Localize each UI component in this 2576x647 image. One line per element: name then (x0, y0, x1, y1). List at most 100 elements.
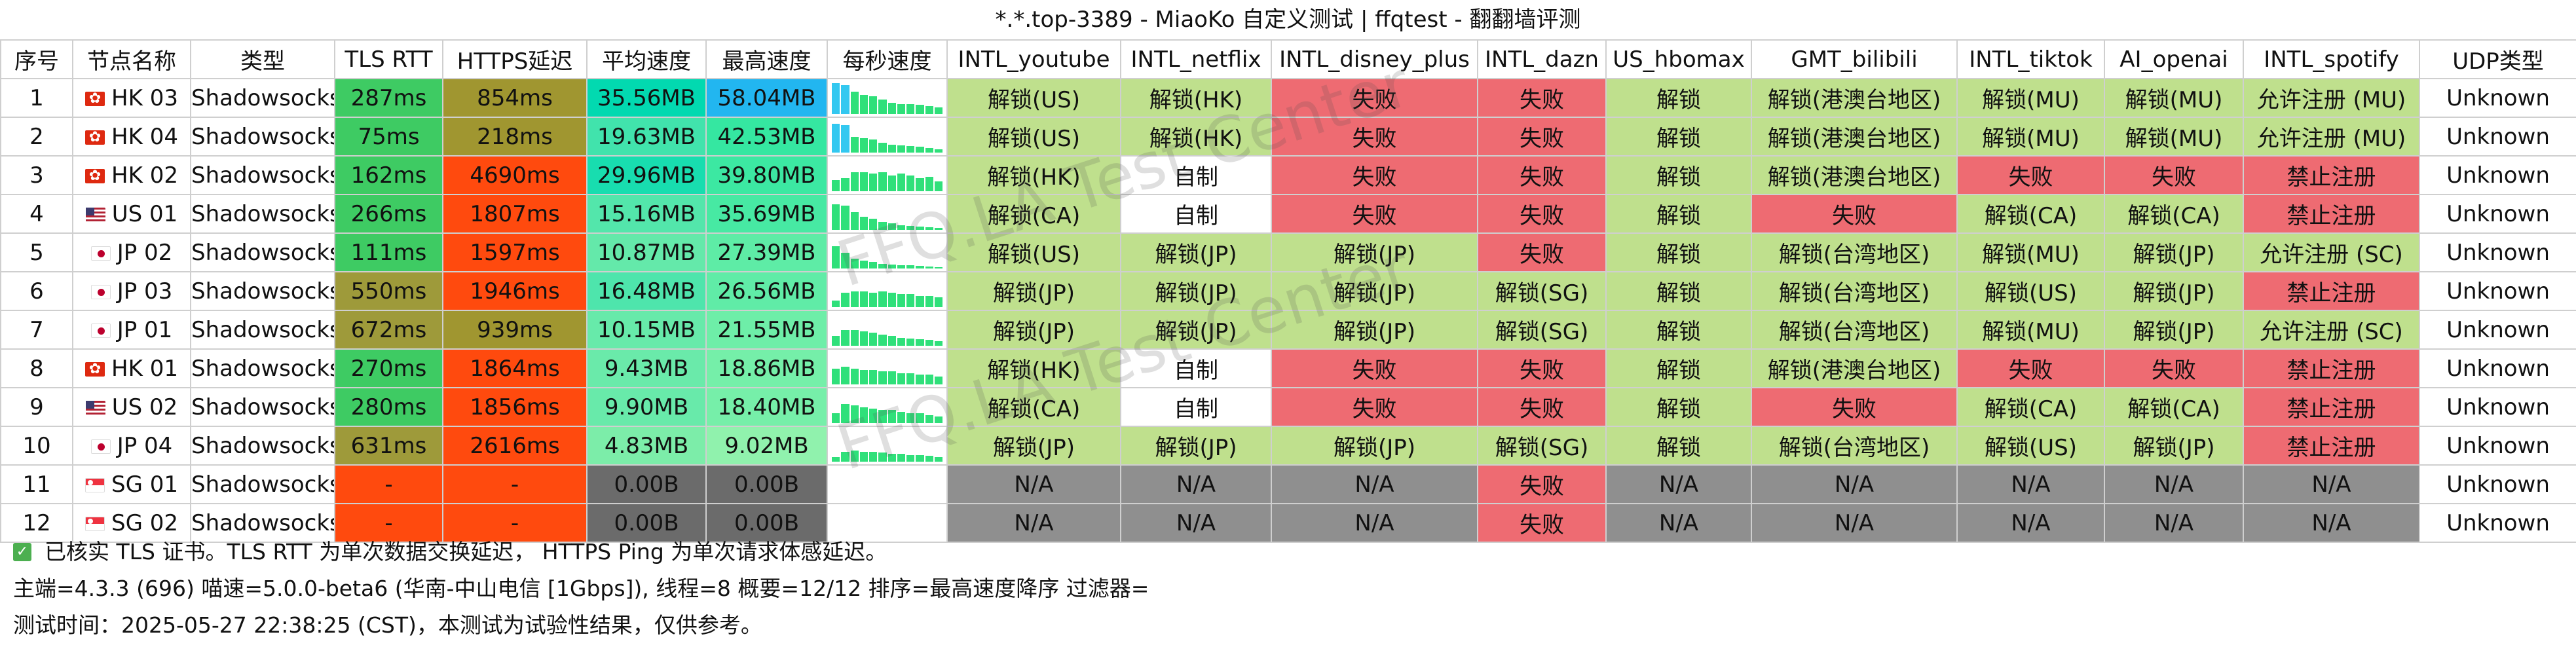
unlock-youtube: 解锁(JP) (946, 426, 1121, 466)
table-row[interactable]: 3 HK 02 Shadowsocks162ms4690ms29.96MB39.80… (0, 155, 2576, 195)
unlock-netflix: 解锁(HK) (1120, 78, 1272, 118)
unlock-bilibili: 解锁(台湾地区) (1751, 271, 1958, 311)
column-header[interactable]: GMT_bilibili (1751, 39, 1958, 79)
unlock-dazn: 失败 (1477, 464, 1607, 504)
unlock-tiktok: 解锁(CA) (1956, 194, 2105, 234)
column-header[interactable]: 最高速度 (705, 39, 828, 79)
node-name-cell: HK 03 (72, 78, 191, 118)
column-header[interactable]: INTL_spotify (2243, 39, 2420, 79)
column-header[interactable]: 平均速度 (586, 39, 707, 79)
sparkline-bar (850, 291, 859, 307)
sparkline-bar (906, 294, 915, 307)
unlock-openai: 解锁(CA) (2104, 194, 2244, 234)
node-type: Shadowsocks (190, 503, 335, 543)
jp-flag-icon (90, 324, 111, 338)
column-header[interactable]: 节点名称 (72, 39, 191, 79)
table-row[interactable]: 8 HK 01 Shadowsocks270ms1864ms9.43MB18.86M… (0, 348, 2576, 388)
table-row[interactable]: 7 JP 01 Shadowsocks 672ms 939ms 10.15MB 21.55M… (0, 310, 2576, 350)
table-row[interactable]: 6 JP 03 Shadowsocks 550ms 1946ms 16.48MB 26.56… (0, 271, 2576, 311)
sparkline-bar (897, 337, 905, 346)
node-type: Shadowsocks (190, 426, 335, 466)
column-header[interactable]: HTTPS延迟 (442, 39, 588, 79)
sparkline-bar (887, 371, 896, 384)
node-name: SG 02 (111, 509, 178, 536)
unlock-udp: Unknown (2419, 426, 2576, 466)
column-header[interactable]: 类型 (190, 39, 335, 79)
https-latency: 1807ms (442, 194, 588, 234)
column-header[interactable]: INTL_youtube (946, 39, 1121, 79)
unlock-udp: Unknown (2419, 387, 2576, 427)
unlock-udp: Unknown (2419, 78, 2576, 118)
row-index: 9 (0, 387, 73, 427)
sparkline-bar (850, 368, 859, 384)
column-header[interactable]: INTL_netflix (1120, 39, 1272, 79)
node-type: Shadowsocks (190, 348, 335, 388)
table-row[interactable]: 9 US 02 Shadowsocks 280ms 1856ms 9.90MB 18.40M… (0, 387, 2576, 427)
sparkline-bar (934, 297, 943, 307)
unlock-hbomax: 解锁 (1605, 232, 1752, 272)
sparkline-bar (832, 413, 840, 423)
column-header[interactable]: INTL_tiktok (1956, 39, 2105, 79)
avg-speed: 9.43MB (586, 348, 707, 388)
table-row[interactable]: 5 JP 02 Shadowsocks 111ms 1597ms 10.87MB 27.39… (0, 232, 2576, 272)
https-latency: 218ms (442, 117, 588, 157)
unlock-youtube: 解锁(CA) (946, 387, 1121, 427)
sparkline-bar (887, 102, 896, 114)
table-row[interactable]: 2 HK 04 Shadowsocks75ms218ms19.63MB42.53MB… (0, 117, 2576, 157)
unlock-openai: 解锁(CA) (2104, 387, 2244, 427)
sparkline-bar (916, 455, 924, 462)
https-latency: 1864ms (442, 348, 588, 388)
column-header[interactable]: US_hbomax (1605, 39, 1752, 79)
sparkline-bar (906, 226, 915, 230)
unlock-netflix: 自制 (1120, 348, 1272, 388)
unlock-hbomax: 解锁 (1605, 194, 1752, 234)
row-index: 2 (0, 117, 73, 157)
sparkline-bar (832, 83, 840, 114)
sparkline-bar (841, 125, 849, 153)
column-header[interactable]: 序号 (0, 39, 73, 79)
table-row[interactable]: 4 US 01 Shadowsocks 266ms 1807ms 15.16MB 35.69… (0, 194, 2576, 234)
row-index: 3 (0, 155, 73, 195)
row-index: 5 (0, 232, 73, 272)
sparkline-bar (850, 259, 859, 268)
unlock-udp: Unknown (2419, 194, 2576, 234)
sparkline-bar (841, 292, 849, 307)
tls-rtt: 75ms (334, 117, 443, 157)
unlock-tiktok: 失败 (1956, 155, 2105, 195)
column-header[interactable]: UDP类型 (2419, 39, 2576, 79)
column-header[interactable]: AI_openai (2104, 39, 2244, 79)
sparkline-bar (897, 174, 905, 191)
unlock-disney: 失败 (1271, 78, 1478, 118)
tls-rtt: 270ms (334, 348, 443, 388)
node-type: Shadowsocks (190, 117, 335, 157)
sparkline-bar (869, 292, 878, 307)
table-row[interactable]: 10 JP 04 Shadowsocks 631ms 2616ms 4.83MB 9.02M… (0, 426, 2576, 466)
table-row[interactable]: 11 SG 01 Shadowsocks - -0.00B 0.00B N/A N/A N/A 失… (0, 464, 2576, 504)
sparkline-bar (916, 266, 924, 268)
sg-flag-icon (85, 478, 105, 492)
column-header[interactable]: TLS RTT (334, 39, 443, 79)
table-row[interactable]: 1 HK 03 Shadowsocks287ms854ms35.56MB58.04M… (0, 78, 2576, 118)
unlock-tiktok: 解锁(CA) (1956, 387, 2105, 427)
node-name-cell: SG 02 (72, 503, 191, 543)
sparkline-bar (859, 94, 868, 114)
https-latency: 939ms (442, 310, 588, 350)
unlock-spotify: 禁止注册 (2243, 271, 2420, 311)
sparkline-bar (850, 329, 859, 346)
unlock-dazn: 解锁(SG) (1477, 310, 1607, 350)
jp-flag-icon (90, 285, 111, 299)
unlock-disney: 失败 (1271, 348, 1478, 388)
unlock-dazn: 解锁(SG) (1477, 426, 1607, 466)
sparkline-bar (916, 178, 924, 191)
column-header[interactable]: INTL_disney_plus (1271, 39, 1478, 79)
tls-rtt: 280ms (334, 387, 443, 427)
column-header[interactable]: 每秒速度 (827, 39, 948, 79)
column-header[interactable]: INTL_dazn (1477, 39, 1607, 79)
sparkline-bar (925, 105, 933, 114)
node-name: HK 04 (111, 123, 178, 150)
sparkline-bar (878, 334, 887, 346)
table-row[interactable]: 12 SG 02 Shadowsocks - -0.00B 0.00B N/A N/A N/A 失… (0, 503, 2576, 543)
speed-sparkline (827, 232, 948, 272)
sparkline-bar (934, 376, 943, 384)
unlock-netflix: N/A (1120, 464, 1272, 504)
